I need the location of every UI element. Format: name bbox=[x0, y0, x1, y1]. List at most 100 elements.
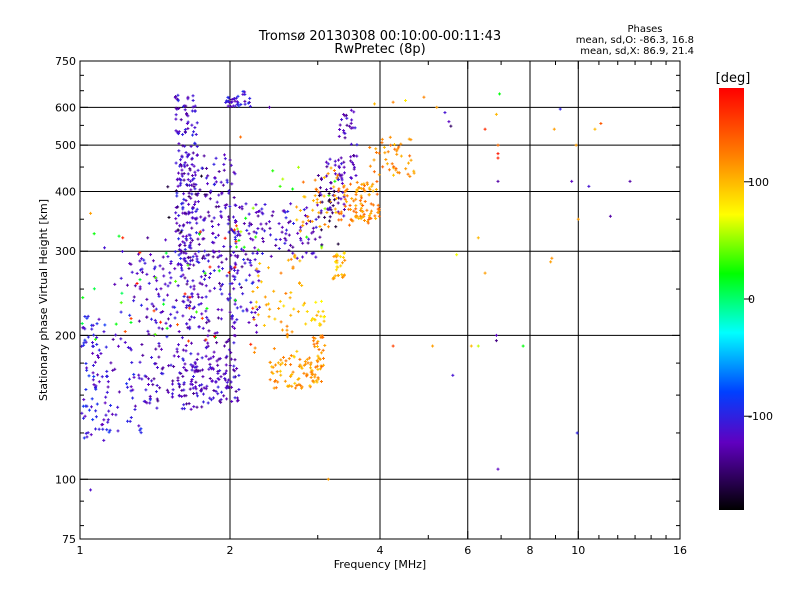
data-point bbox=[233, 277, 237, 281]
data-point bbox=[193, 104, 197, 108]
data-point bbox=[200, 356, 204, 360]
data-point bbox=[114, 333, 118, 337]
data-point bbox=[350, 161, 354, 165]
data-point bbox=[222, 244, 226, 248]
data-point bbox=[182, 407, 186, 411]
data-point bbox=[349, 217, 353, 221]
data-point bbox=[333, 274, 337, 278]
data-point bbox=[234, 224, 238, 228]
data-point bbox=[246, 101, 250, 105]
data-point bbox=[315, 345, 319, 349]
data-point bbox=[187, 233, 191, 237]
data-point bbox=[184, 237, 188, 241]
data-point bbox=[258, 262, 262, 266]
data-point bbox=[228, 158, 232, 162]
data-point bbox=[339, 218, 343, 222]
data-point bbox=[272, 289, 276, 293]
data-point bbox=[365, 181, 369, 185]
data-point bbox=[171, 388, 175, 392]
data-point bbox=[216, 255, 220, 259]
data-point bbox=[217, 269, 221, 273]
data-point bbox=[214, 236, 218, 240]
data-point bbox=[230, 267, 234, 271]
data-point bbox=[153, 318, 157, 322]
data-point bbox=[155, 366, 159, 370]
data-point bbox=[380, 141, 384, 145]
data-point bbox=[123, 340, 127, 344]
data-point bbox=[102, 330, 106, 334]
data-point bbox=[236, 101, 240, 105]
data-point bbox=[227, 218, 231, 222]
data-point bbox=[320, 334, 324, 338]
data-point bbox=[80, 322, 84, 326]
data-point bbox=[161, 366, 165, 370]
data-point bbox=[301, 303, 305, 307]
data-point bbox=[182, 366, 186, 370]
data-point bbox=[174, 211, 178, 215]
data-point bbox=[154, 321, 158, 325]
data-point bbox=[138, 259, 142, 263]
data-point bbox=[128, 313, 132, 317]
data-point bbox=[326, 162, 330, 166]
data-point bbox=[208, 272, 212, 276]
data-point bbox=[193, 141, 197, 145]
data-point bbox=[319, 314, 323, 318]
data-point bbox=[288, 219, 292, 223]
data-point bbox=[371, 189, 375, 193]
data-point bbox=[183, 165, 187, 169]
data-point bbox=[148, 394, 152, 398]
data-point bbox=[293, 255, 297, 259]
data-point bbox=[181, 374, 185, 378]
data-point bbox=[277, 306, 281, 310]
data-point bbox=[232, 341, 236, 345]
data-point bbox=[244, 216, 248, 220]
data-point bbox=[193, 187, 197, 191]
data-point bbox=[174, 229, 178, 233]
data-point bbox=[117, 390, 121, 394]
data-point bbox=[300, 284, 304, 288]
data-point bbox=[212, 350, 216, 354]
data-point bbox=[234, 389, 238, 393]
data-point bbox=[177, 237, 181, 241]
data-point bbox=[267, 105, 271, 109]
data-point bbox=[238, 233, 242, 237]
data-point bbox=[208, 362, 212, 366]
data-point bbox=[235, 396, 239, 400]
data-point bbox=[333, 159, 337, 163]
data-point bbox=[227, 100, 231, 104]
data-point bbox=[222, 162, 226, 166]
data-point bbox=[196, 168, 200, 172]
data-point bbox=[304, 251, 308, 255]
data-point bbox=[184, 251, 188, 255]
data-point bbox=[82, 343, 86, 347]
data-point bbox=[239, 230, 243, 234]
data-point bbox=[251, 290, 255, 294]
data-point bbox=[334, 255, 338, 259]
data-point bbox=[191, 98, 195, 102]
data-point bbox=[92, 232, 96, 236]
data-point bbox=[258, 305, 262, 309]
data-point bbox=[394, 168, 398, 172]
data-point bbox=[212, 269, 216, 273]
data-point bbox=[210, 219, 214, 223]
data-point bbox=[270, 370, 274, 374]
data-point bbox=[206, 182, 210, 186]
data-point bbox=[289, 363, 293, 367]
data-point bbox=[496, 156, 500, 160]
data-point bbox=[340, 173, 344, 177]
data-point bbox=[119, 301, 123, 305]
data-point bbox=[320, 246, 324, 250]
data-point bbox=[204, 194, 208, 198]
data-point bbox=[371, 203, 375, 207]
data-point bbox=[201, 375, 205, 379]
data-point bbox=[254, 305, 258, 309]
data-point bbox=[267, 315, 271, 319]
data-point bbox=[354, 197, 358, 201]
data-point bbox=[397, 145, 401, 149]
data-point bbox=[593, 127, 597, 131]
data-point bbox=[323, 223, 327, 227]
data-point bbox=[234, 203, 238, 207]
data-point bbox=[315, 313, 319, 317]
data-point bbox=[311, 379, 315, 383]
data-point bbox=[233, 228, 237, 232]
